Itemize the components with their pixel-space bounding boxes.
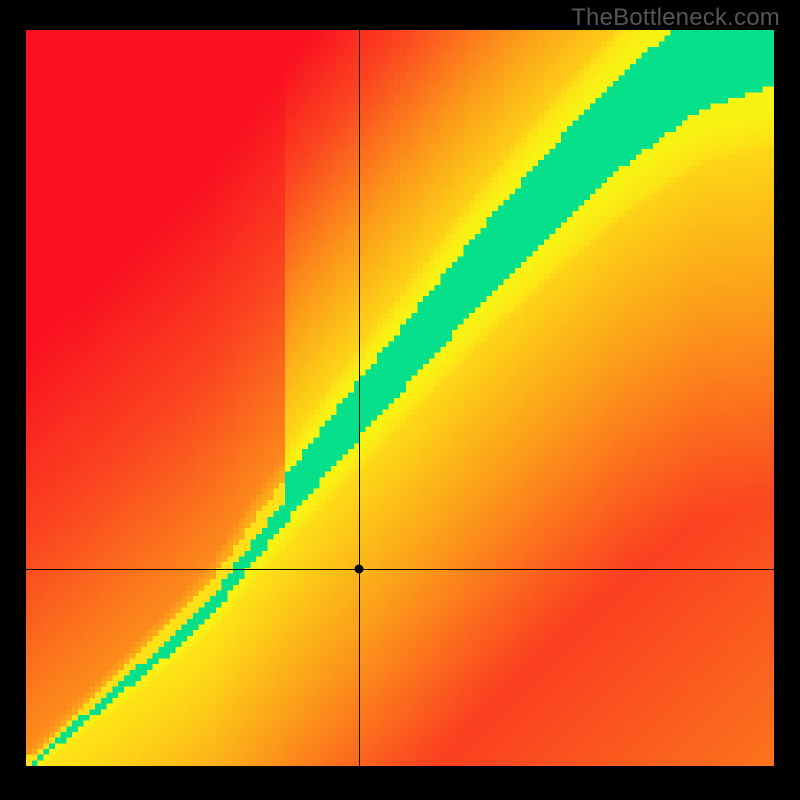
watermark-text: TheBottleneck.com [571, 4, 780, 32]
plot-frame [26, 30, 774, 766]
crosshair-marker [354, 565, 363, 574]
crosshair-vertical [359, 30, 360, 766]
heatmap-canvas [26, 30, 774, 766]
figure-container: TheBottleneck.com [0, 0, 800, 800]
crosshair-horizontal [26, 569, 774, 570]
